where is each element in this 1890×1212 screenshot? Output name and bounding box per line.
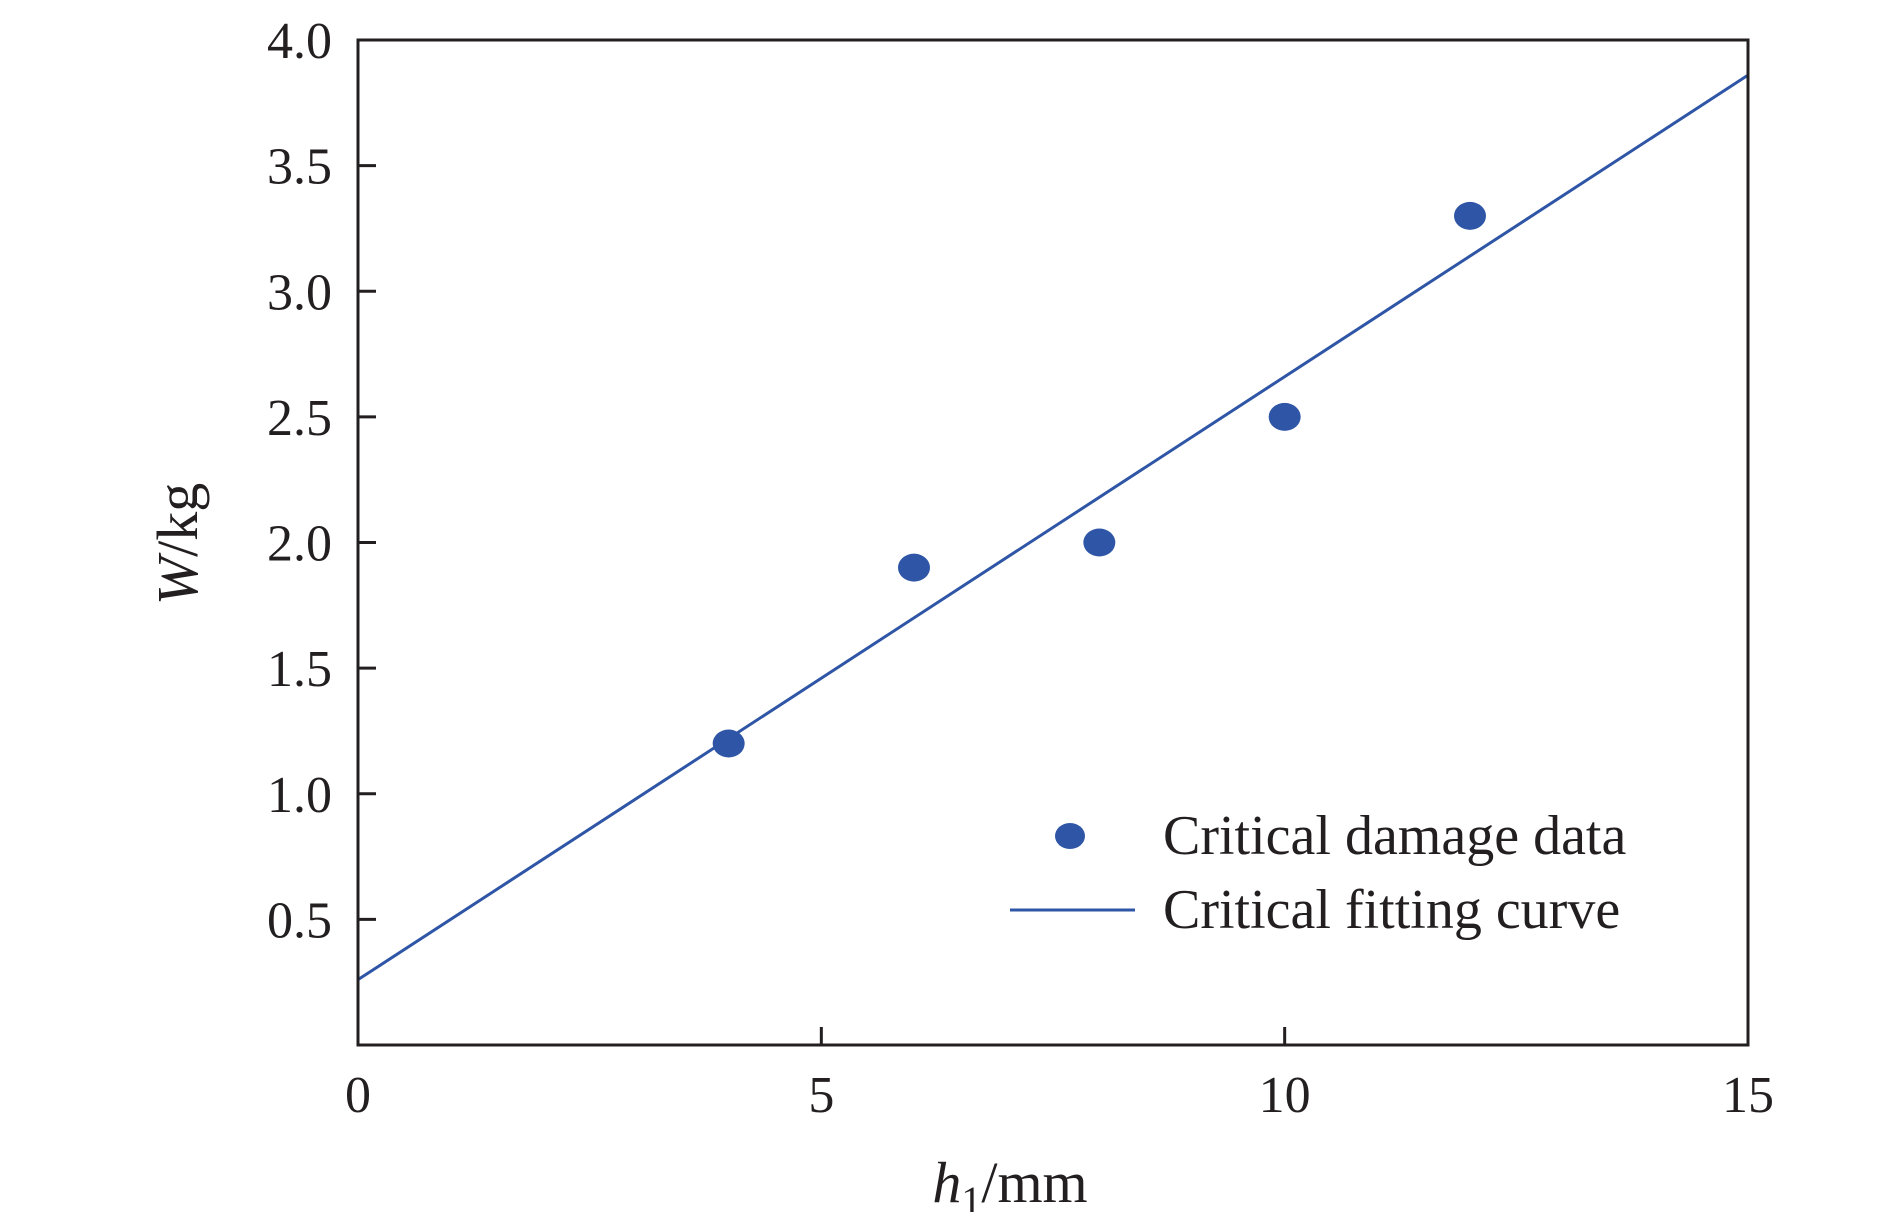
y-axis-ticks: 0.5 1.0 1.5 2.0 2.5 3.0 3.5 4.0 (267, 13, 376, 949)
y-tick-label: 2.5 (267, 390, 332, 447)
y-axis-label: W/kg (145, 483, 210, 605)
x-axis-label-unit: /mm (981, 1150, 1087, 1212)
legend-entry-line: Critical fitting curve (1010, 879, 1620, 941)
data-point (712, 729, 745, 758)
y-tick-label: 2.0 (267, 516, 332, 573)
y-tick-label: 1.5 (267, 641, 332, 698)
x-tick-label: 10 (1259, 1067, 1311, 1124)
fit-line (357, 73, 1749, 981)
x-axis-ticks: 0 5 10 15 (345, 1027, 1774, 1124)
y-tick-label: 4.0 (267, 13, 332, 70)
legend-marker-scatter (1055, 823, 1085, 849)
legend: Critical damage data Critical fitting cu… (1010, 805, 1626, 941)
legend-label-scatter: Critical damage data (1163, 805, 1626, 867)
y-axis-label-symbol: W (145, 552, 210, 605)
x-tick-label: 5 (808, 1067, 834, 1124)
plot-content (357, 73, 1749, 981)
data-point (1454, 201, 1486, 230)
legend-entry-scatter: Critical damage data (1055, 805, 1626, 867)
y-tick-label: 0.5 (267, 892, 332, 949)
x-axis-label-subscript: 1 (961, 1178, 981, 1212)
data-point (1268, 402, 1301, 431)
x-tick-label: 0 (345, 1067, 371, 1124)
y-tick-label: 3.5 (267, 139, 332, 196)
x-axis-label: h1/mm (932, 1150, 1087, 1212)
y-tick-label: 1.0 (267, 767, 332, 824)
legend-label-line: Critical fitting curve (1163, 879, 1620, 941)
data-point (1083, 528, 1116, 557)
y-axis-label-unit: /kg (145, 483, 210, 557)
x-tick-label: 15 (1722, 1067, 1774, 1124)
x-axis-label-symbol: h (932, 1150, 961, 1212)
data-point (898, 553, 930, 582)
y-tick-label: 3.0 (267, 264, 332, 321)
